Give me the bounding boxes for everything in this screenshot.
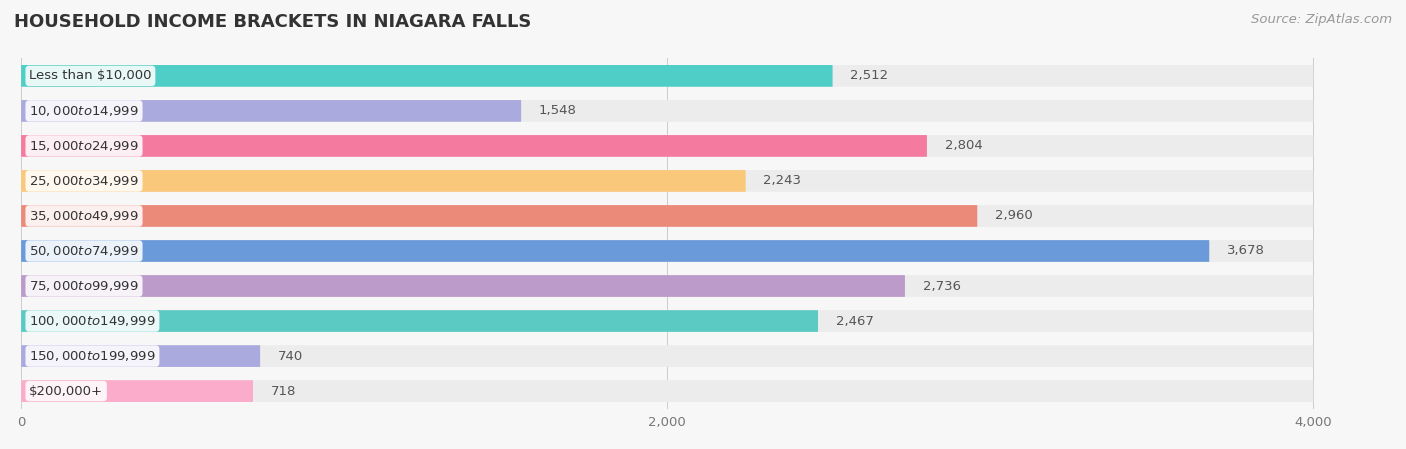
FancyBboxPatch shape [21, 205, 1313, 227]
Text: HOUSEHOLD INCOME BRACKETS IN NIAGARA FALLS: HOUSEHOLD INCOME BRACKETS IN NIAGARA FAL… [14, 13, 531, 31]
Text: $10,000 to $14,999: $10,000 to $14,999 [30, 104, 139, 118]
FancyBboxPatch shape [21, 100, 522, 122]
FancyBboxPatch shape [21, 240, 1313, 262]
FancyBboxPatch shape [21, 345, 1313, 367]
Text: $75,000 to $99,999: $75,000 to $99,999 [30, 279, 139, 293]
FancyBboxPatch shape [21, 65, 832, 87]
Text: $50,000 to $74,999: $50,000 to $74,999 [30, 244, 139, 258]
Text: $35,000 to $49,999: $35,000 to $49,999 [30, 209, 139, 223]
FancyBboxPatch shape [21, 240, 1209, 262]
FancyBboxPatch shape [21, 205, 977, 227]
Text: $100,000 to $149,999: $100,000 to $149,999 [30, 314, 156, 328]
FancyBboxPatch shape [21, 65, 1313, 87]
Text: 2,804: 2,804 [945, 140, 983, 152]
Text: 2,243: 2,243 [763, 175, 801, 187]
Text: $25,000 to $34,999: $25,000 to $34,999 [30, 174, 139, 188]
FancyBboxPatch shape [21, 345, 260, 367]
Text: $200,000+: $200,000+ [30, 385, 103, 397]
Text: 2,736: 2,736 [922, 280, 960, 292]
Text: 1,548: 1,548 [538, 105, 576, 117]
FancyBboxPatch shape [21, 380, 253, 402]
Text: Less than $10,000: Less than $10,000 [30, 70, 152, 82]
Text: Source: ZipAtlas.com: Source: ZipAtlas.com [1251, 13, 1392, 26]
Text: 2,960: 2,960 [995, 210, 1033, 222]
FancyBboxPatch shape [21, 135, 1313, 157]
FancyBboxPatch shape [21, 275, 905, 297]
FancyBboxPatch shape [21, 275, 1313, 297]
FancyBboxPatch shape [21, 170, 1313, 192]
FancyBboxPatch shape [21, 310, 818, 332]
FancyBboxPatch shape [21, 380, 1313, 402]
Text: $150,000 to $199,999: $150,000 to $199,999 [30, 349, 156, 363]
Text: 3,678: 3,678 [1227, 245, 1265, 257]
FancyBboxPatch shape [21, 100, 1313, 122]
Text: 2,512: 2,512 [851, 70, 889, 82]
Text: 718: 718 [271, 385, 297, 397]
Text: $15,000 to $24,999: $15,000 to $24,999 [30, 139, 139, 153]
Text: 2,467: 2,467 [835, 315, 873, 327]
Text: 740: 740 [278, 350, 304, 362]
FancyBboxPatch shape [21, 170, 745, 192]
FancyBboxPatch shape [21, 310, 1313, 332]
FancyBboxPatch shape [21, 135, 927, 157]
